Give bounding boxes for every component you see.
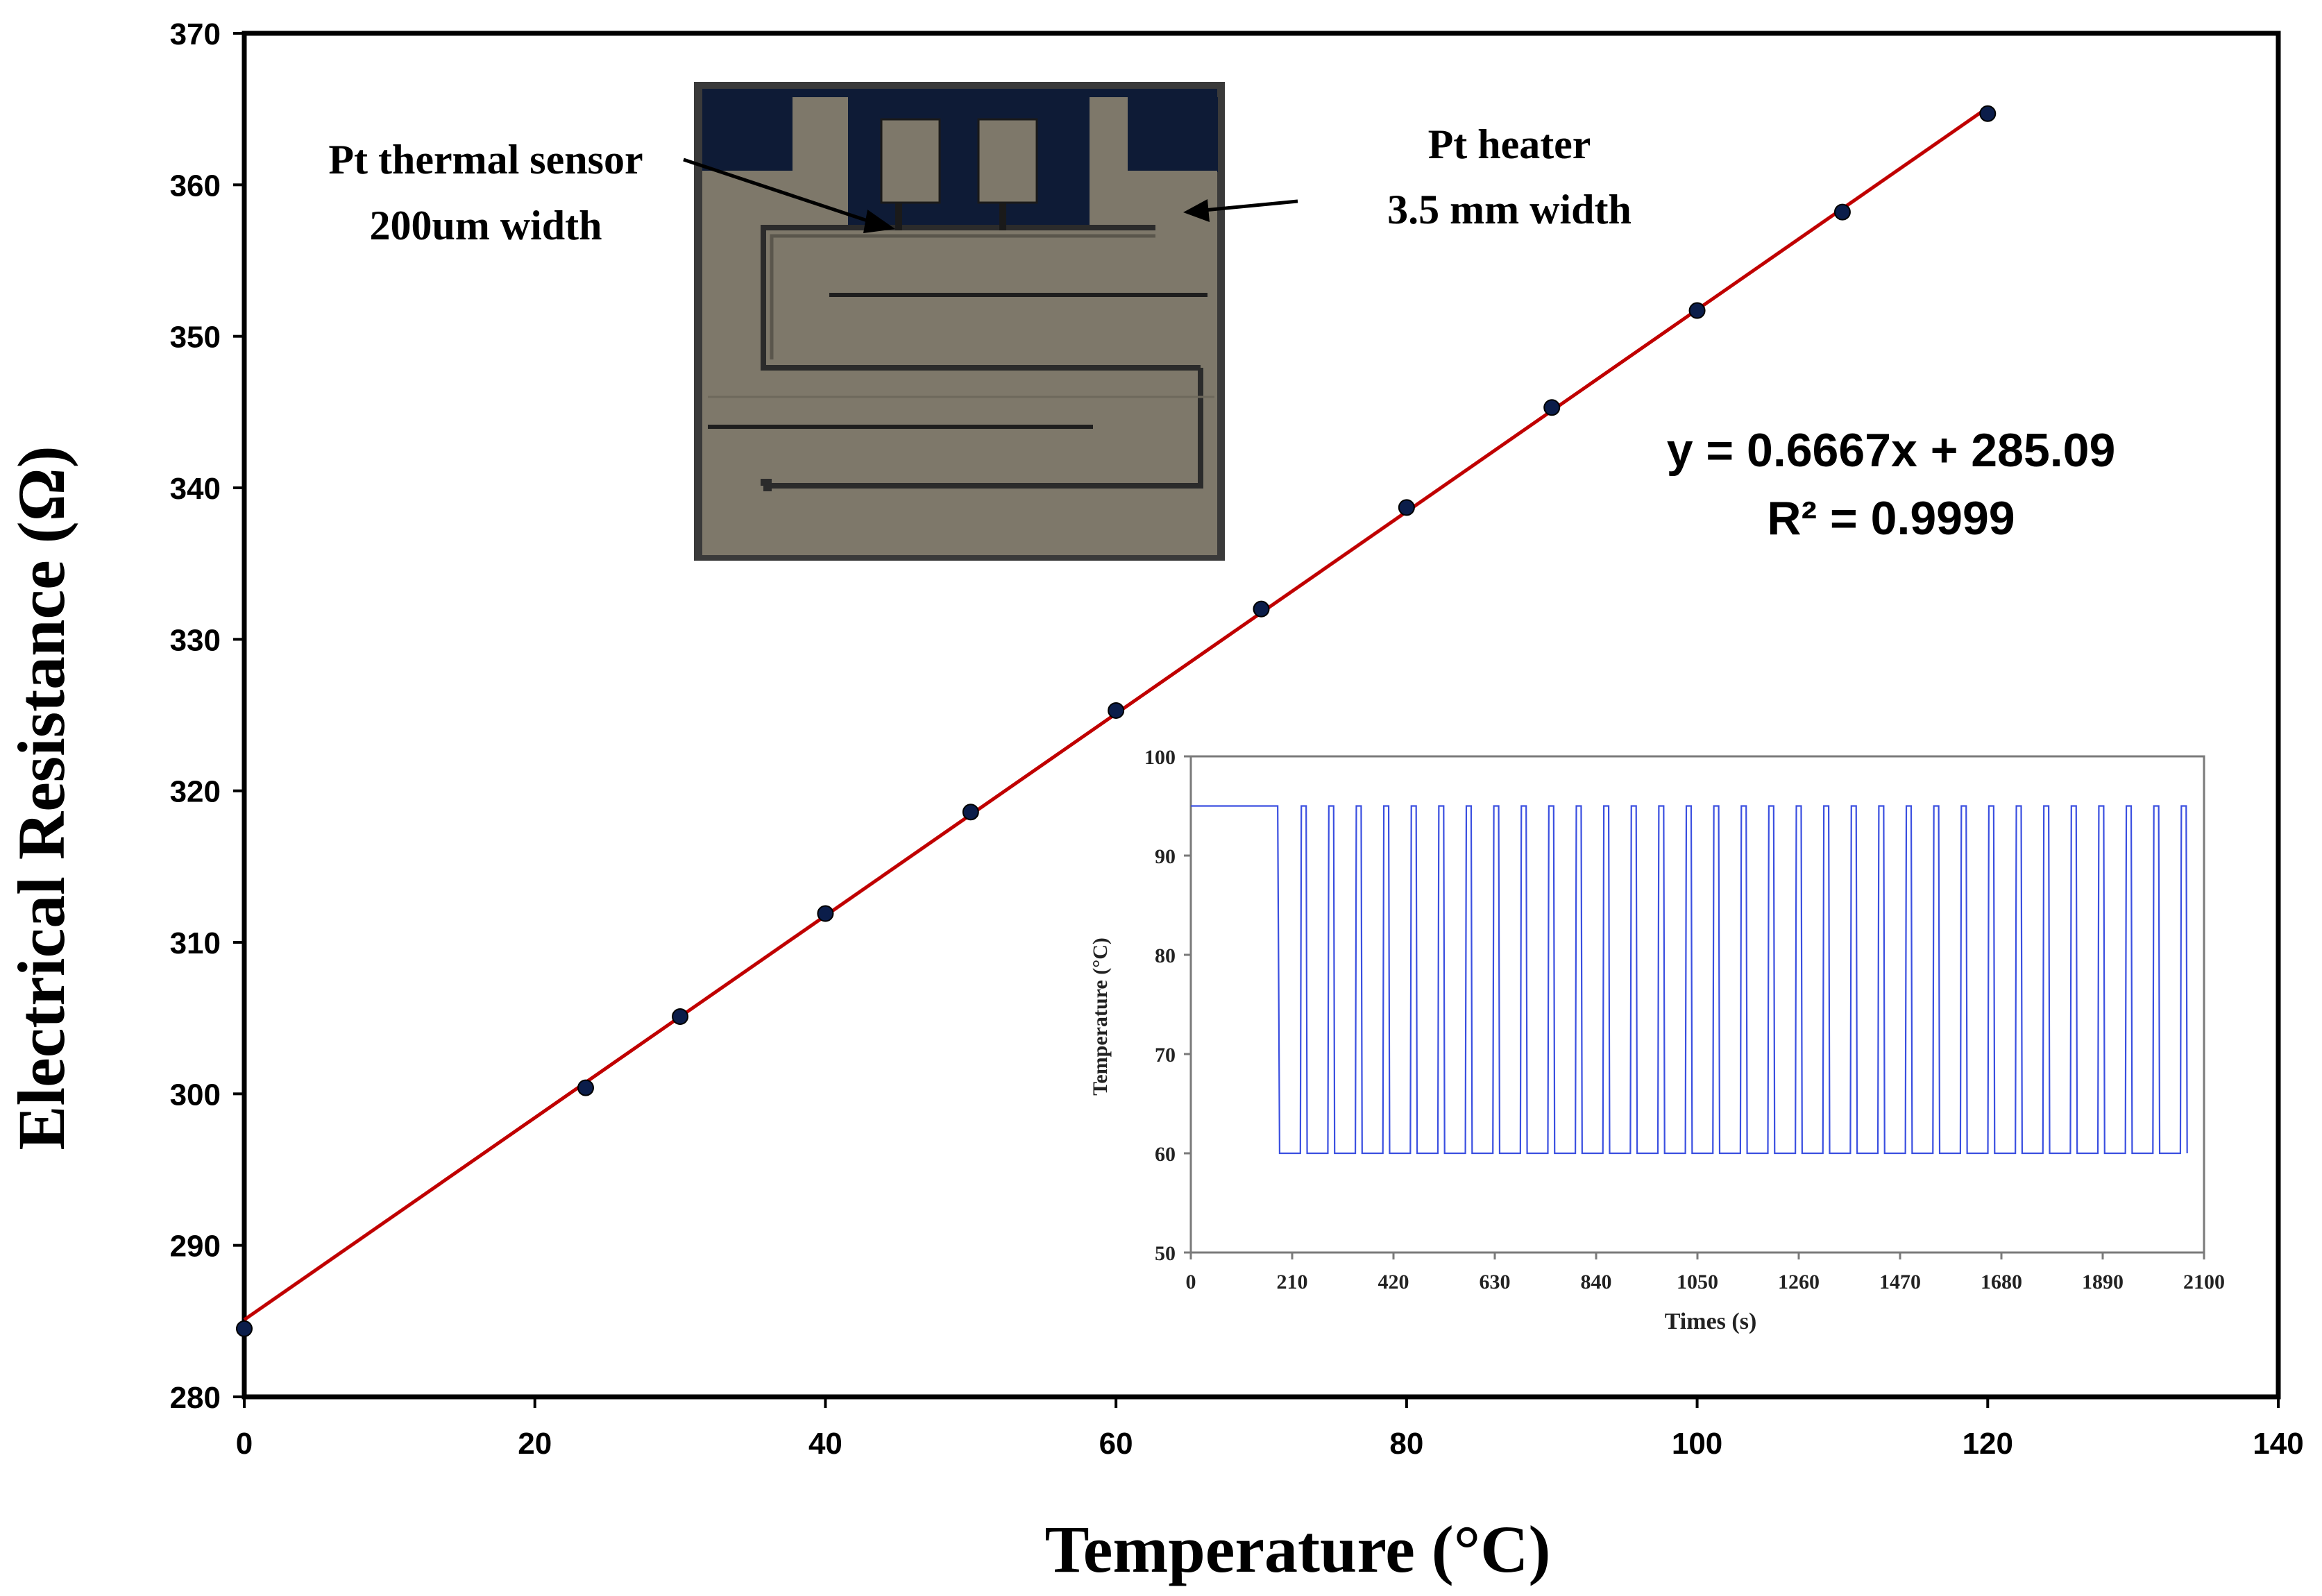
y-axis-title: Electrical Resistance (Ω) — [4, 445, 78, 1150]
inset-x-tick-label: 1680 — [1981, 1271, 2022, 1293]
inset-x-tick-label: 0 — [1186, 1271, 1196, 1293]
inset-tick-group: 0 210 420 630 840 1050 1260 1470 1680 1890 2100 50 6… — [1144, 746, 2225, 1293]
inset-plot-area — [1189, 755, 2205, 1254]
y-tick-label: 280 — [170, 1381, 221, 1415]
r-squared-label: R² = 0.9999 — [1767, 492, 2015, 545]
sensor-arrow — [683, 158, 895, 233]
inset-x-tick-label: 420 — [1378, 1271, 1409, 1293]
x-tick-label: 140 — [2253, 1427, 2303, 1461]
inset-y-tick-label: 50 — [1155, 1242, 1176, 1265]
inset-chart: 0 210 420 630 840 1050 1260 1470 1680 1890 2100 50 6… — [1089, 746, 2225, 1334]
inset-y-tick-label: 100 — [1144, 746, 1176, 769]
x-tick-label: 60 — [1099, 1427, 1133, 1461]
data-point — [1979, 105, 1997, 122]
data-point — [1398, 499, 1415, 516]
inset-x-tick-label: 2100 — [2183, 1271, 2225, 1293]
y-tick-label: 340 — [170, 472, 221, 506]
sensor-label-line-1: Pt thermal sensor — [328, 137, 643, 182]
y-tick-label: 350 — [170, 321, 221, 355]
inset-x-axis-title: Times (s) — [1665, 1309, 1757, 1334]
data-point — [1253, 600, 1270, 618]
inset-x-tick-label: 210 — [1277, 1271, 1308, 1293]
x-tick-label: 20 — [518, 1427, 552, 1461]
inset-x-tick-label: 1890 — [2082, 1271, 2124, 1293]
inset-y-tick-label: 70 — [1155, 1044, 1176, 1067]
data-point — [1543, 399, 1561, 416]
regression-equation: y = 0.6667x + 285.09 — [1667, 424, 2116, 477]
inset-y-tick-label: 90 — [1155, 845, 1176, 868]
x-axis-title: Temperature (°C) — [1045, 1512, 1551, 1586]
inset-x-tick-label: 1470 — [1879, 1271, 1921, 1293]
inset-y-tick-label: 80 — [1155, 944, 1176, 967]
data-point — [1833, 203, 1851, 221]
heater-arrow — [1183, 199, 1298, 222]
data-point — [962, 804, 979, 821]
pt-heater-chip-photo — [694, 82, 1225, 561]
data-point — [817, 905, 834, 922]
heater-label-line-1: Pt heater — [1428, 121, 1591, 167]
y-tick-label: 300 — [170, 1078, 221, 1112]
x-tick-label: 80 — [1389, 1427, 1423, 1461]
main-tick-group: 0 20 40 60 80 100 120 140 280 290 300 310 320 330 340 3… — [170, 17, 2304, 1461]
inset-x-tick-label: 1050 — [1677, 1271, 1718, 1293]
y-tick-label: 370 — [170, 17, 221, 51]
x-tick-label: 0 — [236, 1427, 253, 1461]
data-point — [1108, 702, 1125, 719]
inset-temperature-line — [1191, 805, 2188, 1155]
y-tick-label: 360 — [170, 169, 221, 203]
inset-y-axis-title: Temperature (°C) — [1089, 937, 1112, 1096]
x-tick-label: 40 — [808, 1427, 842, 1461]
inset-x-tick-label: 1260 — [1778, 1271, 1820, 1293]
sensor-label-line-2: 200um width — [369, 203, 602, 248]
inset-x-tick-label: 630 — [1480, 1271, 1511, 1293]
main-points-group — [236, 105, 1997, 1337]
x-tick-label: 100 — [1672, 1427, 1722, 1461]
heater-label-line-2: 3.5 mm width — [1387, 187, 1632, 232]
data-point — [236, 1320, 253, 1337]
y-tick-label: 290 — [170, 1230, 221, 1264]
inset-x-tick-label: 840 — [1581, 1271, 1612, 1293]
data-point — [1688, 302, 1706, 319]
data-point — [672, 1008, 689, 1025]
y-tick-label: 320 — [170, 775, 221, 809]
y-tick-label: 310 — [170, 926, 221, 960]
y-tick-label: 330 — [170, 623, 221, 657]
data-point — [577, 1079, 594, 1096]
x-tick-label: 120 — [1963, 1427, 2013, 1461]
inset-y-tick-label: 60 — [1155, 1143, 1176, 1166]
